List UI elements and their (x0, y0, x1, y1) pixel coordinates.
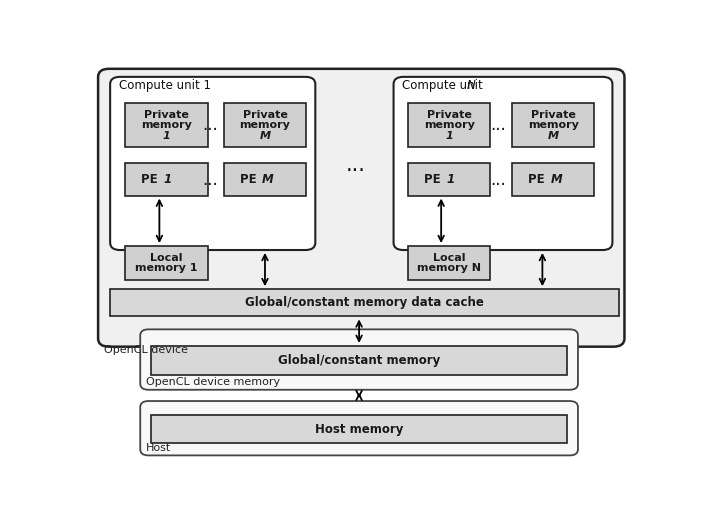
Bar (513, 163, 594, 196)
Text: Local: Local (433, 253, 466, 263)
Text: memory: memory (528, 120, 579, 130)
Text: Private: Private (531, 110, 576, 120)
Bar (408, 163, 491, 196)
Text: Private: Private (427, 110, 472, 120)
Bar (224, 163, 306, 196)
Text: memory: memory (424, 120, 475, 130)
Bar (151, 415, 567, 444)
Bar (513, 103, 594, 147)
Bar (408, 246, 491, 280)
Bar (151, 346, 567, 375)
Text: N: N (467, 79, 475, 92)
Text: 1: 1 (447, 173, 455, 186)
FancyBboxPatch shape (110, 77, 316, 250)
Bar (224, 103, 306, 147)
Text: M: M (551, 173, 563, 186)
Text: 1: 1 (164, 173, 172, 186)
Text: Private: Private (243, 110, 287, 120)
Text: M: M (259, 131, 270, 141)
Text: PE: PE (424, 173, 445, 186)
Text: PE: PE (528, 173, 549, 186)
Text: ...: ... (491, 116, 506, 134)
Text: M: M (262, 173, 274, 186)
FancyBboxPatch shape (393, 77, 612, 250)
Text: OpenCL device: OpenCL device (104, 345, 188, 355)
Text: Host: Host (145, 443, 171, 453)
Text: ...: ... (345, 155, 365, 175)
Text: 1: 1 (162, 131, 170, 141)
Text: ...: ... (203, 116, 218, 134)
Text: Global/constant memory data cache: Global/constant memory data cache (245, 296, 484, 309)
Text: PE: PE (141, 173, 162, 186)
Bar (126, 163, 208, 196)
Text: memory 1: memory 1 (136, 264, 198, 274)
Text: memory: memory (141, 120, 192, 130)
Text: ...: ... (203, 170, 218, 189)
Bar (110, 289, 619, 316)
Text: Compute unit: Compute unit (402, 79, 486, 92)
Text: memory: memory (239, 120, 290, 130)
FancyBboxPatch shape (140, 329, 578, 390)
FancyBboxPatch shape (140, 401, 578, 456)
Text: Host memory: Host memory (315, 423, 403, 436)
Text: Private: Private (144, 110, 189, 120)
Text: M: M (548, 131, 559, 141)
Text: OpenCL device memory: OpenCL device memory (145, 377, 280, 388)
Text: ...: ... (491, 170, 506, 189)
Text: Local: Local (150, 253, 183, 263)
Bar (408, 103, 491, 147)
Text: memory N: memory N (417, 264, 481, 274)
Bar (126, 103, 208, 147)
Text: Compute unit 1: Compute unit 1 (119, 79, 211, 92)
FancyBboxPatch shape (98, 69, 625, 347)
Text: PE: PE (240, 173, 261, 186)
Text: 1: 1 (445, 131, 453, 141)
Bar (126, 246, 208, 280)
Text: Global/constant memory: Global/constant memory (278, 354, 441, 367)
